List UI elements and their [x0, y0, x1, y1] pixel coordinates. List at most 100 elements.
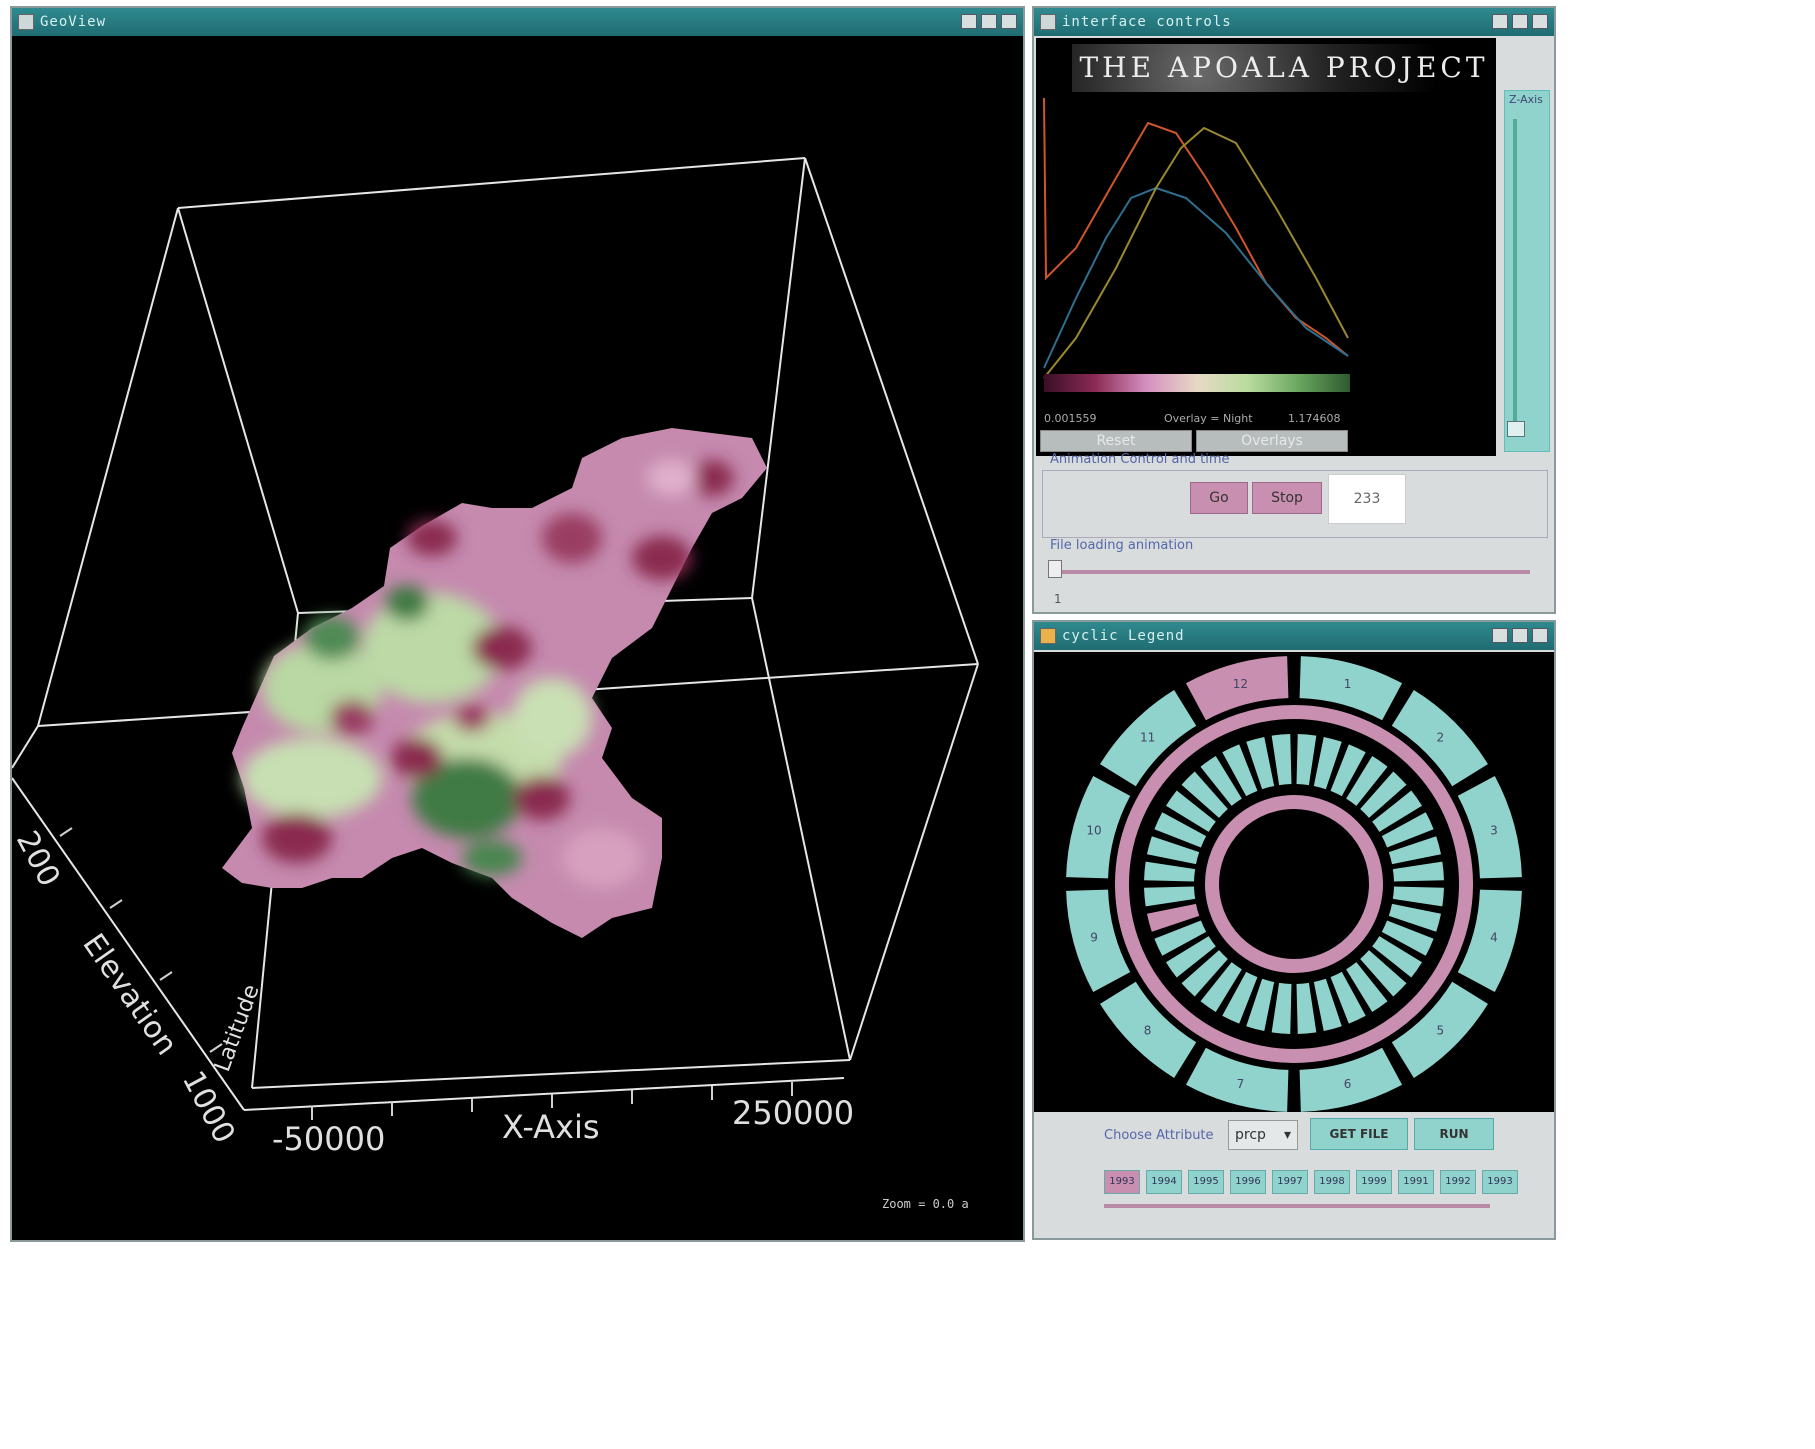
outer-segment[interactable]	[1100, 981, 1197, 1078]
legend-titlebar[interactable]: cyclic Legend	[1034, 622, 1554, 650]
inner-segment[interactable]	[1392, 886, 1444, 907]
outer-segment[interactable]	[1299, 656, 1403, 721]
inner-segment[interactable]	[1246, 978, 1275, 1032]
year-button[interactable]: 1991	[1398, 1170, 1434, 1194]
inner-segment[interactable]	[1381, 920, 1434, 956]
inner-segment[interactable]	[1388, 903, 1442, 932]
inner-segment[interactable]	[1372, 790, 1422, 832]
inner-segment[interactable]	[1144, 861, 1196, 882]
maximize-icon[interactable]	[1512, 14, 1528, 29]
year-button[interactable]: 1992	[1440, 1170, 1476, 1194]
outer-segment[interactable]	[1066, 775, 1131, 879]
side-label-3: 1000	[175, 1065, 242, 1149]
maximize-icon[interactable]	[1512, 628, 1528, 643]
inner-segment[interactable]	[1381, 812, 1434, 848]
inner-segment[interactable]	[1146, 903, 1200, 932]
outer-segment-label: 3	[1490, 823, 1498, 837]
slider-thumb[interactable]	[1507, 421, 1525, 437]
get-file-button[interactable]: GET FILE	[1310, 1118, 1408, 1150]
inner-segment[interactable]	[1388, 836, 1442, 865]
year-button[interactable]: 1999	[1356, 1170, 1392, 1194]
range-label: Overlay = Night	[1164, 412, 1253, 425]
inner-segment[interactable]	[1346, 962, 1388, 1012]
inner-segment[interactable]	[1330, 744, 1366, 797]
inner-segment[interactable]	[1222, 744, 1258, 797]
stop-button[interactable]: Stop	[1252, 482, 1322, 514]
inner-segment[interactable]	[1166, 936, 1216, 978]
inner-segment[interactable]	[1181, 771, 1228, 818]
attribute-select-value: prcp	[1235, 1127, 1266, 1143]
file-slider-thumb[interactable]	[1048, 560, 1062, 578]
3d-viewport[interactable]: -50000 X-Axis 250000 200 Elevation 1000 …	[12, 38, 1023, 1240]
inner-segment[interactable]	[1296, 982, 1317, 1034]
year-button[interactable]: 1995	[1188, 1170, 1224, 1194]
inner-segment[interactable]	[1313, 736, 1342, 790]
inner-segment[interactable]	[1154, 812, 1207, 848]
year-button[interactable]: 1994	[1146, 1170, 1182, 1194]
time-field[interactable]: 233	[1328, 474, 1406, 524]
window-menu-icon[interactable]	[18, 14, 34, 30]
inner-segment[interactable]	[1296, 734, 1317, 786]
years-row: 1993 1994 1995 1996 1997 1998 1999 1991 1992 1993	[1104, 1170, 1524, 1196]
tick-label-left: -50000	[272, 1120, 385, 1158]
inner-segment[interactable]	[1166, 790, 1216, 832]
minimize-icon[interactable]	[1492, 628, 1508, 643]
z-axis-slider[interactable]: Z-Axis	[1504, 90, 1550, 452]
geoview-titlebar[interactable]: GeoView	[12, 8, 1023, 36]
interface-title: interface controls	[1062, 14, 1232, 30]
chevron-down-icon: ▾	[1283, 1127, 1291, 1143]
side-label-1: 200	[12, 825, 67, 892]
year-button[interactable]: 1993	[1104, 1170, 1140, 1194]
inner-segment[interactable]	[1144, 886, 1196, 907]
close-icon[interactable]	[1532, 628, 1548, 643]
legend-window: cyclic Legend 1 2 3 4 5 6 7 8 9 10 11 12 Choose Att…	[1032, 620, 1556, 1240]
minimize-icon[interactable]	[961, 14, 977, 29]
inner-segment[interactable]	[1313, 978, 1342, 1032]
outer-segment[interactable]	[1066, 889, 1131, 993]
anim-group	[1042, 470, 1548, 538]
year-button[interactable]: 1998	[1314, 1170, 1350, 1194]
close-icon[interactable]	[1001, 14, 1017, 29]
inner-segment[interactable]	[1330, 971, 1366, 1024]
inner-segment[interactable]	[1246, 736, 1275, 790]
inner-segment[interactable]	[1200, 962, 1242, 1012]
inner-segment[interactable]	[1222, 971, 1258, 1024]
inner-segment[interactable]	[1360, 950, 1407, 997]
inner-segment[interactable]	[1360, 771, 1407, 818]
inner-segment[interactable]	[1271, 734, 1292, 786]
inner-segment[interactable]	[1181, 950, 1228, 997]
inner-segment[interactable]	[1154, 920, 1207, 956]
year-button[interactable]: 1996	[1230, 1170, 1266, 1194]
outer-segment[interactable]	[1457, 889, 1522, 993]
outer-segment[interactable]	[1185, 1047, 1289, 1112]
pink-ring-inner	[1205, 795, 1383, 973]
outer-segment[interactable]	[1100, 690, 1197, 787]
run-button[interactable]: RUN	[1414, 1118, 1494, 1150]
interface-titlebar[interactable]: interface controls	[1034, 8, 1554, 36]
inner-segment[interactable]	[1271, 982, 1292, 1034]
maximize-icon[interactable]	[981, 14, 997, 29]
outer-segment[interactable]	[1299, 1047, 1403, 1112]
inner-segment[interactable]	[1372, 936, 1422, 978]
outer-segment[interactable]	[1391, 690, 1488, 787]
year-button[interactable]: 1997	[1272, 1170, 1308, 1194]
outer-segment[interactable]	[1457, 775, 1522, 879]
outer-segment-label: 5	[1437, 1023, 1445, 1037]
close-icon[interactable]	[1532, 14, 1548, 29]
year-button[interactable]: 1993	[1482, 1170, 1518, 1194]
window-menu-icon[interactable]	[1040, 628, 1056, 644]
window-menu-icon[interactable]	[1040, 14, 1056, 30]
axis-title: X-Axis	[502, 1108, 600, 1146]
inner-segment[interactable]	[1146, 836, 1200, 865]
inner-segment[interactable]	[1200, 756, 1242, 806]
minimize-icon[interactable]	[1492, 14, 1508, 29]
inner-segment[interactable]	[1346, 756, 1388, 806]
overlays-button[interactable]: Overlays	[1196, 430, 1348, 452]
inner-segment[interactable]	[1392, 861, 1444, 882]
attribute-select[interactable]: prcp ▾	[1228, 1120, 1298, 1150]
outer-segment[interactable]	[1391, 981, 1488, 1078]
outer-segment[interactable]	[1185, 656, 1289, 721]
reset-button[interactable]: Reset	[1040, 430, 1192, 452]
go-button[interactable]: Go	[1190, 482, 1248, 514]
